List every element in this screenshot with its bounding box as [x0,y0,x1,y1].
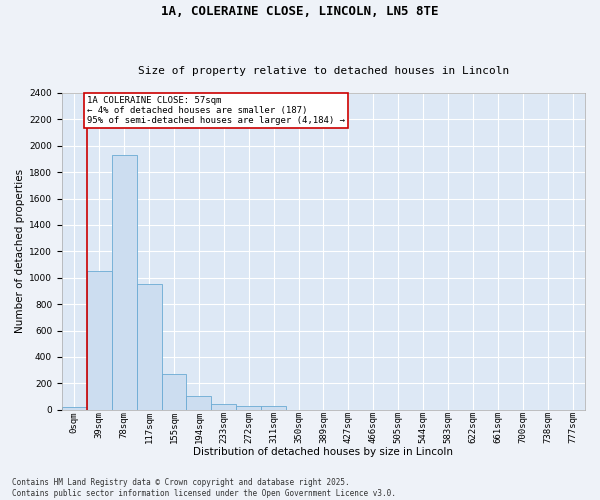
Bar [211,404,236,409]
Bar [161,374,187,410]
Bar [87,271,112,409]
Bar [137,284,161,410]
Bar [261,406,286,409]
Bar [236,406,261,410]
Bar [62,407,87,410]
X-axis label: Distribution of detached houses by size in Lincoln: Distribution of detached houses by size … [193,448,454,458]
Bar [187,396,211,409]
Text: Contains HM Land Registry data © Crown copyright and database right 2025.
Contai: Contains HM Land Registry data © Crown c… [12,478,396,498]
Text: 1A, COLERAINE CLOSE, LINCOLN, LN5 8TE: 1A, COLERAINE CLOSE, LINCOLN, LN5 8TE [161,5,439,18]
Title: Size of property relative to detached houses in Lincoln: Size of property relative to detached ho… [138,66,509,76]
Text: 1A COLERAINE CLOSE: 57sqm
← 4% of detached houses are smaller (187)
95% of semi-: 1A COLERAINE CLOSE: 57sqm ← 4% of detach… [87,96,345,126]
Bar [112,155,137,409]
Y-axis label: Number of detached properties: Number of detached properties [15,170,25,334]
